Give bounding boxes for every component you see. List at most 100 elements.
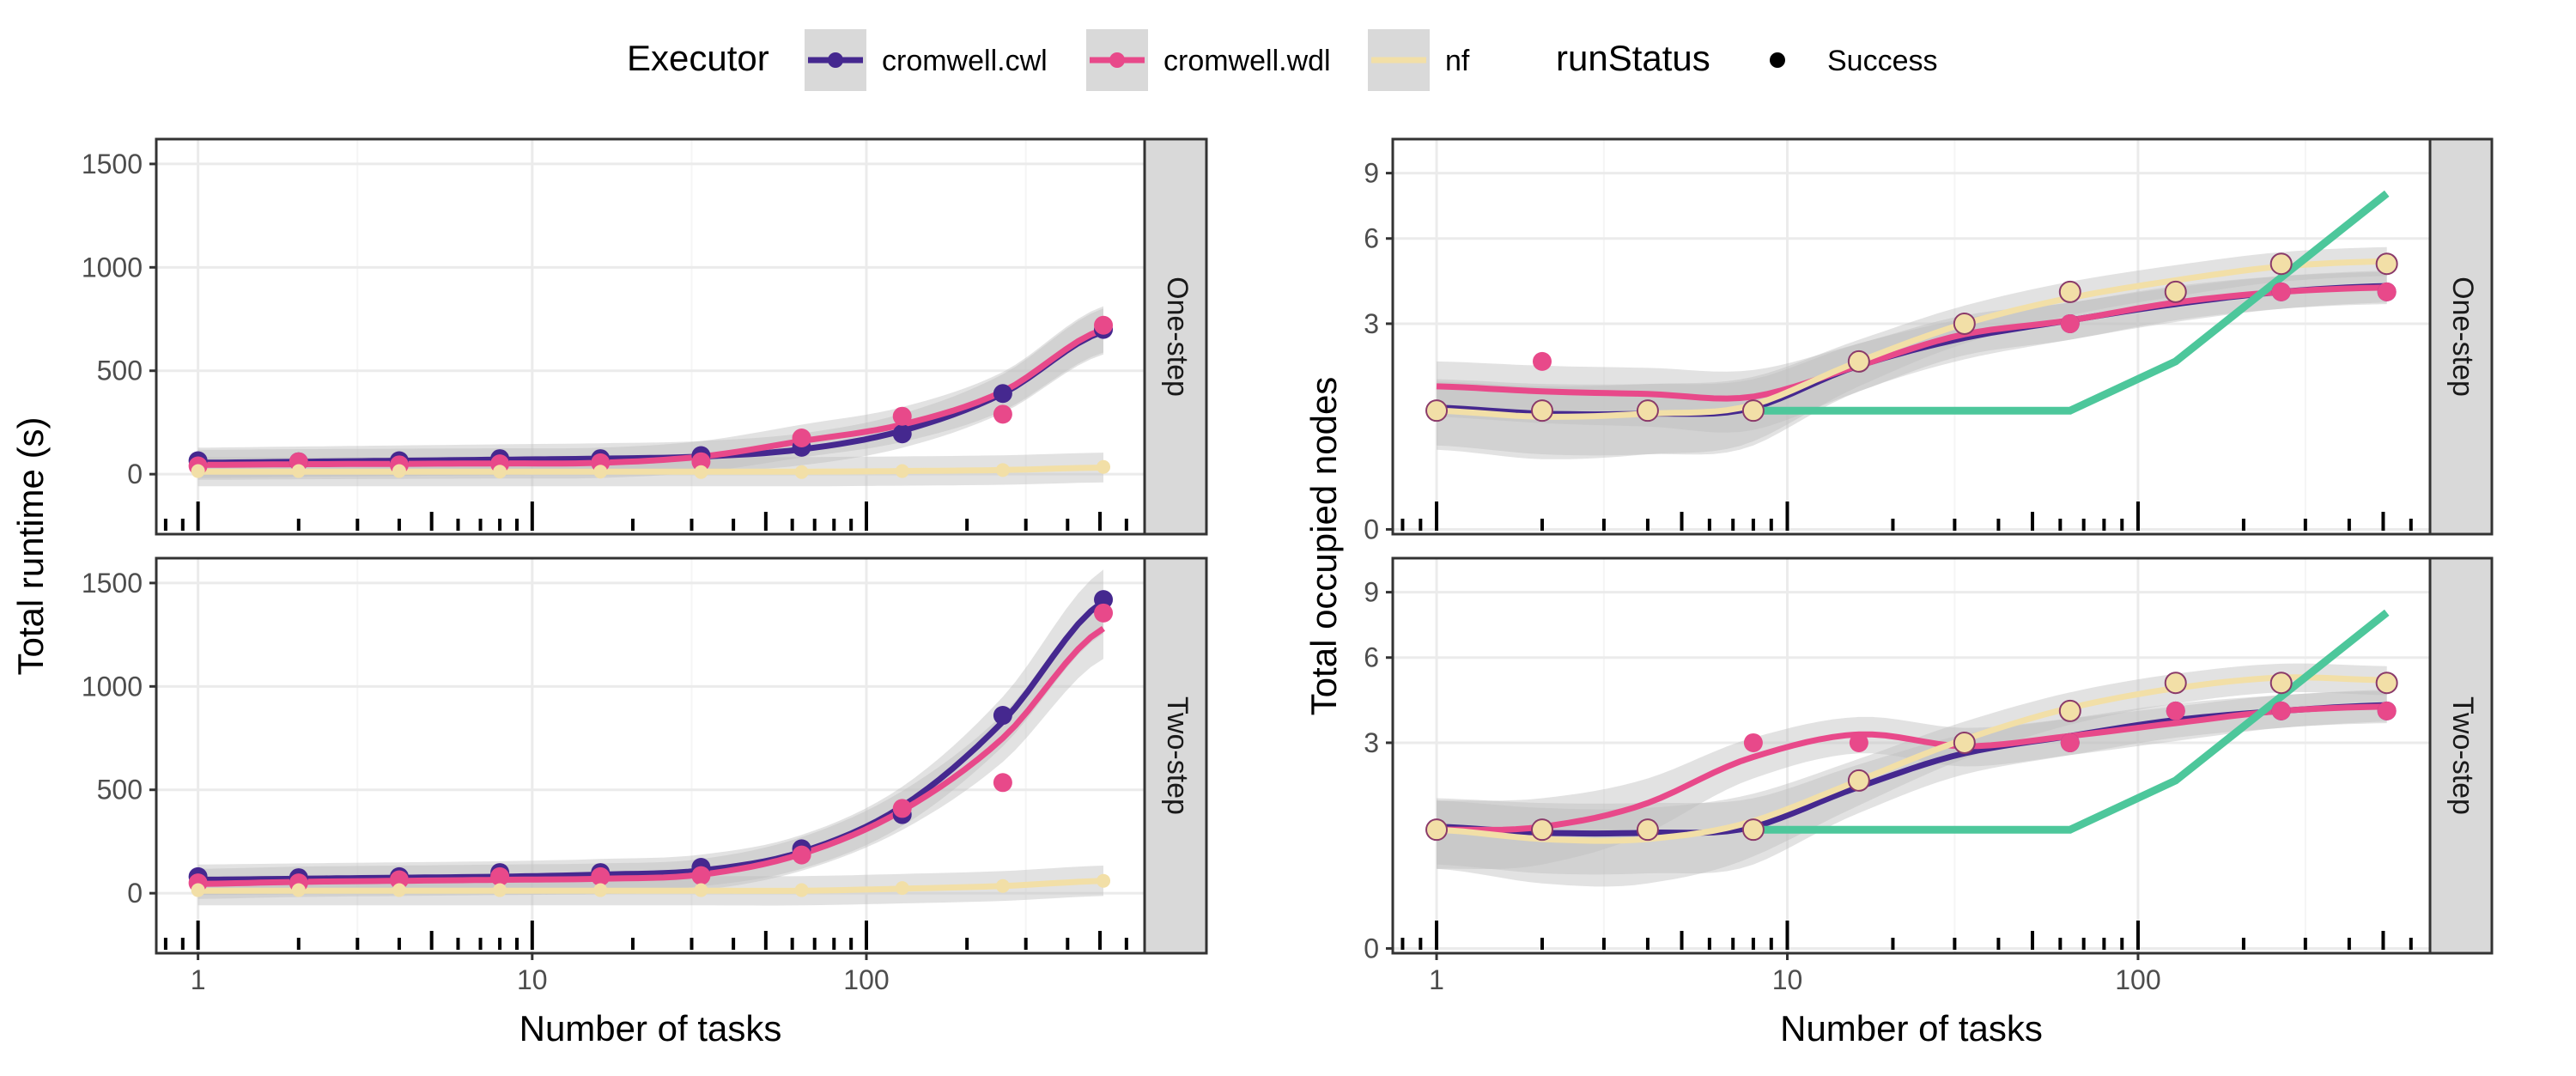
y-tick-label: 1500 xyxy=(82,568,143,599)
data-point-nf xyxy=(1425,818,1449,842)
data-point-nf xyxy=(2058,280,2081,303)
data-point-nf xyxy=(2375,252,2398,276)
legend-item-label: cromwell.wdl xyxy=(1163,45,1331,77)
data-point-cromwell-wdl xyxy=(2271,282,2291,301)
y-tick-label: 1500 xyxy=(82,149,143,179)
data-point-cromwell-wdl xyxy=(591,866,611,886)
data-point-nf xyxy=(2375,672,2398,695)
y-tick-label: 3 xyxy=(1364,727,1379,758)
data-point-cromwell-wdl xyxy=(490,866,510,886)
series-line-extra xyxy=(1753,190,2390,415)
y-tick-label: 500 xyxy=(97,775,143,805)
y-tick-label: 3 xyxy=(1364,308,1379,339)
confidence-ribbon xyxy=(1437,690,2387,869)
data-point-nf xyxy=(1847,350,1870,373)
data-point-nf xyxy=(392,464,406,478)
data-point-nf xyxy=(1847,769,1870,792)
panel-background xyxy=(1393,139,2430,534)
data-point-nf xyxy=(895,464,909,478)
data-point-nf xyxy=(2164,672,2187,695)
data-point-cromwell-wdl xyxy=(792,845,811,865)
data-point-nf xyxy=(191,464,205,478)
data-point-nf xyxy=(1636,399,1659,422)
data-point-nf xyxy=(694,465,708,479)
data-point-nf xyxy=(1097,459,1111,474)
data-point-cromwell-wdl xyxy=(993,404,1012,424)
facet-strip-label: One-step xyxy=(2446,277,2479,397)
data-point-nf xyxy=(291,883,306,897)
data-point-cromwell-wdl xyxy=(1849,733,1868,752)
series-line-nf xyxy=(1436,258,2387,420)
series-line-nf xyxy=(197,878,1104,894)
series-line-nf xyxy=(197,465,1104,475)
series-line-cromwell-wdl xyxy=(1436,703,2387,833)
y-tick-label: 1000 xyxy=(82,252,143,283)
facet-strip xyxy=(2428,137,2494,536)
data-point-nf xyxy=(995,463,1010,477)
confidence-ribbon xyxy=(1437,690,2387,875)
data-point-nf xyxy=(1097,873,1111,888)
confidence-ribbon xyxy=(197,569,1104,896)
data-point-cromwell-wdl xyxy=(1743,733,1763,752)
data-point-cromwell-wdl xyxy=(993,773,1012,793)
data-point-nf xyxy=(794,883,809,897)
data-point-nf xyxy=(593,465,608,479)
data-point-cromwell-wdl xyxy=(2377,701,2397,720)
facet-strip xyxy=(1143,556,1208,955)
data-point-nf xyxy=(191,883,205,897)
data-point-cromwell-wdl xyxy=(892,799,912,818)
data-point-cromwell-wdl xyxy=(2060,313,2080,333)
series-line-extra xyxy=(1753,609,2390,834)
legend-title-runstatus: runStatus xyxy=(1556,38,1710,78)
y-tick-label: 6 xyxy=(1364,642,1379,673)
legend-title-executor: Executor xyxy=(627,38,769,78)
legend-item-label: cromwell.cwl xyxy=(882,45,1048,77)
x-tick-label: 1 xyxy=(191,964,206,995)
data-point-nf xyxy=(1425,399,1449,422)
legend-key-point xyxy=(1109,52,1125,68)
y-tick-label: 9 xyxy=(1364,577,1379,608)
data-point-nf xyxy=(794,465,809,479)
data-point-cromwell-wdl xyxy=(1094,315,1114,335)
data-point-nf xyxy=(2164,280,2187,303)
data-point-cromwell-wdl xyxy=(1532,351,1552,371)
facet-strip xyxy=(1143,137,1208,536)
data-point-cromwell-wdl xyxy=(2271,701,2291,720)
y-tick-label: 0 xyxy=(127,878,143,909)
data-point-cromwell-wdl xyxy=(389,870,409,890)
y-tick-label: 0 xyxy=(127,459,143,489)
chart-panel-nodes-two-step: Two-step 0 3 6 9 1 10 100 Number of tasks xyxy=(1364,556,2494,1049)
facet-strip-label: One-step xyxy=(1161,277,1194,397)
data-point-nf xyxy=(593,883,608,897)
data-point-nf xyxy=(291,464,306,478)
panel-background xyxy=(1393,558,2430,953)
y-tick-label: 0 xyxy=(1364,514,1379,544)
data-point-nf xyxy=(1953,312,1976,335)
x-tick-label: 10 xyxy=(1772,964,1803,995)
x-tick-label: 10 xyxy=(517,964,548,995)
x-tick-label: 100 xyxy=(843,964,889,995)
data-point-nf xyxy=(1636,818,1659,842)
data-point-cromwell-cwl xyxy=(892,424,912,444)
data-point-nf xyxy=(1530,818,1553,842)
legend-status-label: Success xyxy=(1827,45,1938,77)
data-point-nf xyxy=(493,465,507,479)
data-point-nf xyxy=(694,883,708,897)
y-tick-label: 500 xyxy=(97,356,143,386)
series-line-cromwell-wdl xyxy=(1436,284,2387,402)
data-point-nf xyxy=(1741,399,1765,422)
data-point-cromwell-wdl xyxy=(2377,282,2397,301)
data-point-cromwell-wdl xyxy=(892,406,912,426)
data-point-cromwell-wdl xyxy=(2060,733,2080,752)
data-point-nf xyxy=(2269,252,2293,276)
data-point-nf xyxy=(493,883,507,897)
facet-strip-label: Two-step xyxy=(2446,696,2479,815)
x-axis-title: Number of tasks xyxy=(1780,1008,2043,1049)
chart-panel-runtime-one-step: One-step 0 500 1000 1500 xyxy=(82,137,1208,536)
series-line-cromwell-wdl xyxy=(197,626,1105,887)
confidence-ribbon xyxy=(197,866,1104,906)
legend-status-point xyxy=(1770,52,1785,68)
y-tick-label: 0 xyxy=(1364,933,1379,964)
